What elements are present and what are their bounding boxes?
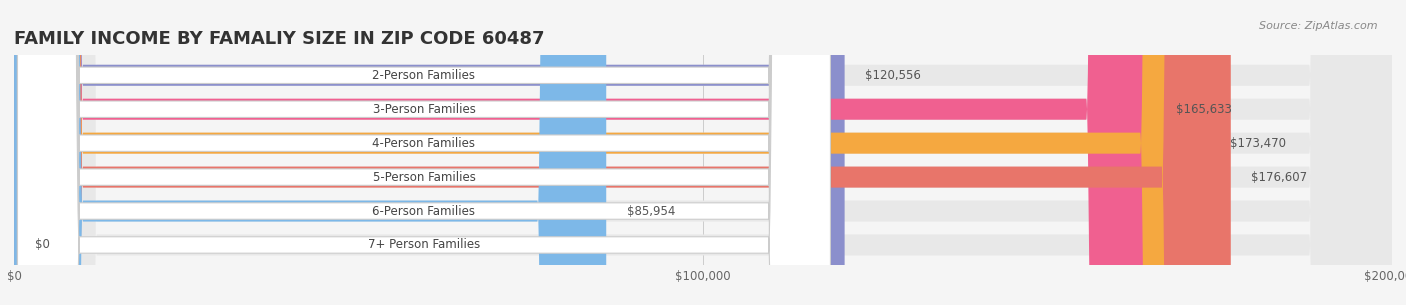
Text: 2-Person Families: 2-Person Families (373, 69, 475, 82)
FancyBboxPatch shape (17, 0, 831, 305)
Text: $0: $0 (35, 239, 49, 252)
Text: 5-Person Families: 5-Person Families (373, 170, 475, 184)
FancyBboxPatch shape (17, 0, 831, 305)
Text: 3-Person Families: 3-Person Families (373, 103, 475, 116)
FancyBboxPatch shape (14, 0, 1392, 305)
FancyBboxPatch shape (14, 0, 1392, 305)
FancyBboxPatch shape (14, 0, 1392, 305)
Text: 7+ Person Families: 7+ Person Families (368, 239, 479, 252)
FancyBboxPatch shape (14, 0, 1230, 305)
FancyBboxPatch shape (17, 0, 831, 305)
FancyBboxPatch shape (14, 0, 606, 305)
Text: 4-Person Families: 4-Person Families (373, 137, 475, 150)
Text: $85,954: $85,954 (627, 205, 675, 217)
FancyBboxPatch shape (17, 0, 831, 305)
FancyBboxPatch shape (14, 0, 845, 305)
FancyBboxPatch shape (17, 0, 831, 305)
FancyBboxPatch shape (14, 0, 1156, 305)
FancyBboxPatch shape (14, 0, 1392, 305)
Text: Source: ZipAtlas.com: Source: ZipAtlas.com (1260, 21, 1378, 31)
FancyBboxPatch shape (14, 0, 1392, 305)
Text: $176,607: $176,607 (1251, 170, 1308, 184)
Text: $120,556: $120,556 (865, 69, 921, 82)
FancyBboxPatch shape (14, 0, 1209, 305)
Text: $165,633: $165,633 (1175, 103, 1232, 116)
Text: $173,470: $173,470 (1230, 137, 1286, 150)
FancyBboxPatch shape (17, 0, 831, 305)
FancyBboxPatch shape (14, 0, 1392, 305)
Text: 6-Person Families: 6-Person Families (373, 205, 475, 217)
Text: FAMILY INCOME BY FAMALIY SIZE IN ZIP CODE 60487: FAMILY INCOME BY FAMALIY SIZE IN ZIP COD… (14, 30, 544, 48)
